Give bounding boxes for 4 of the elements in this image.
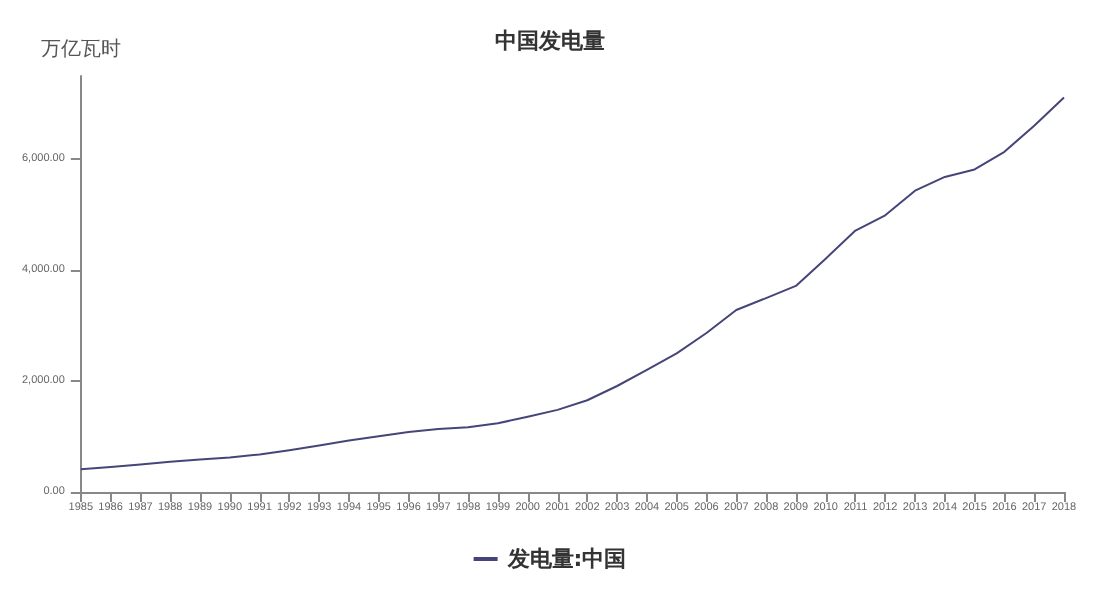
- line-series: [79, 96, 1065, 471]
- y-axis-title: 万亿瓦时: [40, 37, 121, 61]
- legend-label: 发电量:中国: [505, 546, 627, 572]
- chart-title: 中国发电量: [495, 28, 605, 54]
